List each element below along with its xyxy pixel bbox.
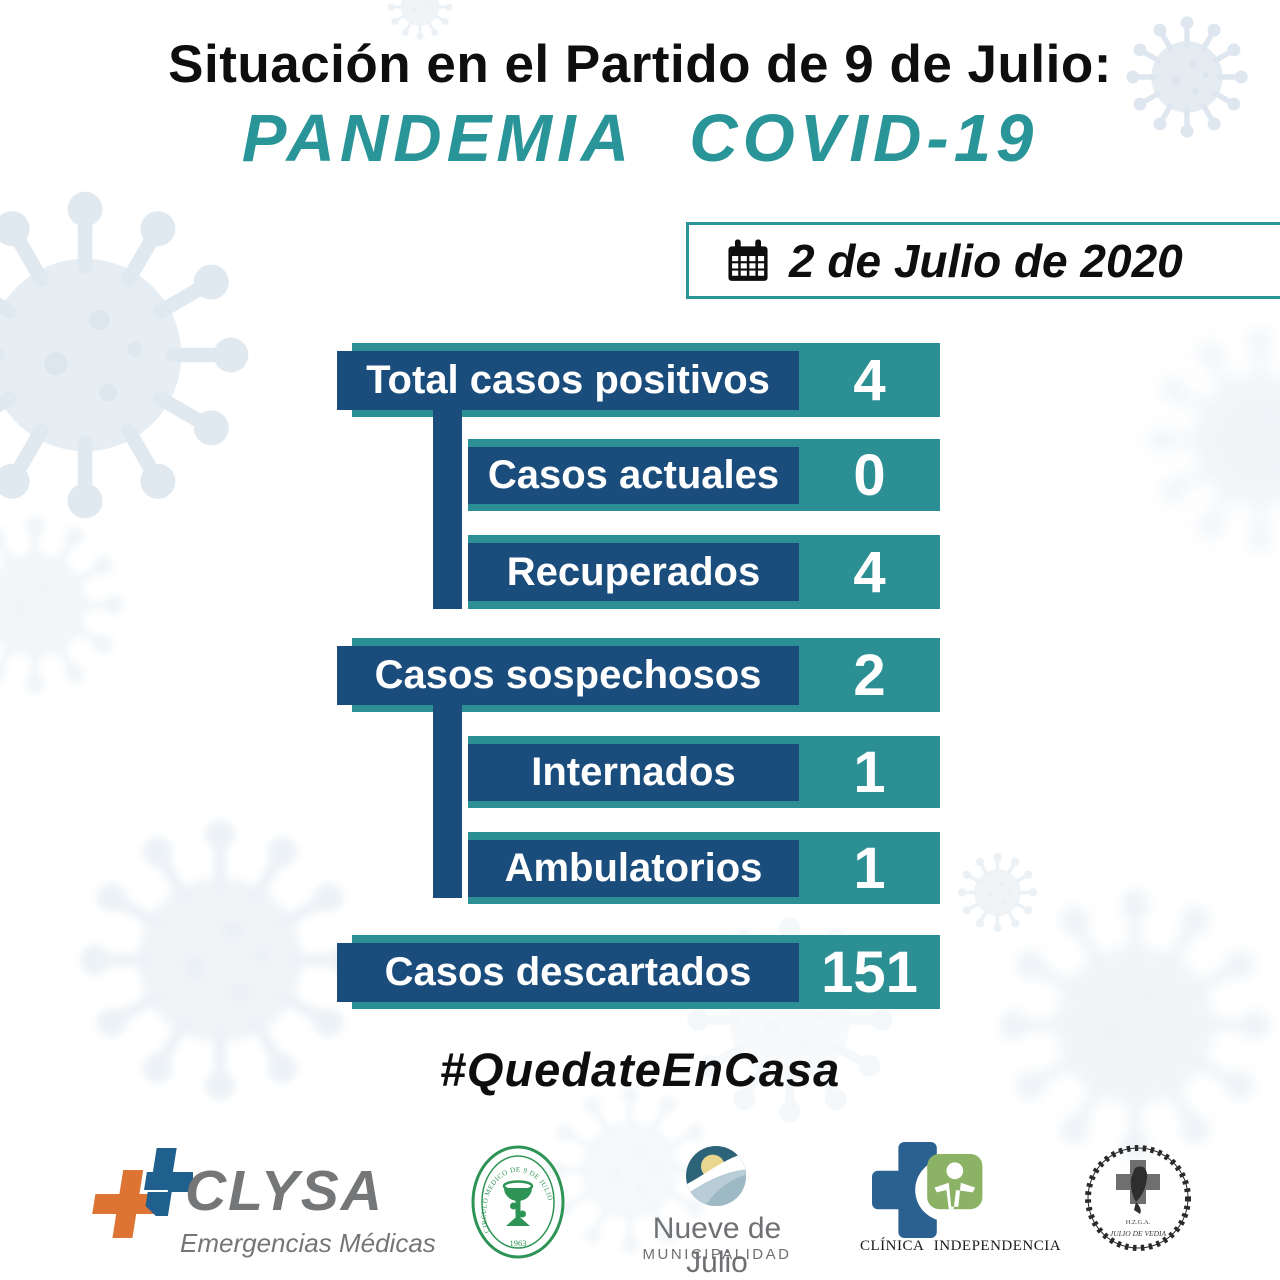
stat-label: Total casos positivos bbox=[337, 351, 799, 410]
date-box: 2 de Julio de 2020 bbox=[686, 222, 1280, 299]
clysa-logo-name: CLYSA bbox=[185, 1159, 384, 1223]
hashtag: #QuedateEnCasa bbox=[439, 1043, 841, 1096]
page-subtitle: PANDEMIA COVID-19 bbox=[241, 101, 1039, 176]
circulo-medico-logo: CIRCULO MEDICO DE 9 DE JULIO 1963 bbox=[471, 1145, 565, 1259]
stat-label: Internados bbox=[468, 744, 799, 801]
stat-value: 4 bbox=[853, 539, 886, 605]
virus-icon bbox=[0, 180, 260, 530]
virus-icon bbox=[1140, 320, 1280, 560]
hospital-emblem-line1: H.Z.G.A. bbox=[1126, 1219, 1151, 1226]
stat-value: 4 bbox=[853, 347, 886, 413]
stat-value: 0 bbox=[853, 442, 886, 508]
calendar-icon bbox=[728, 239, 768, 281]
clinica-independencia-logo-icon bbox=[872, 1142, 983, 1238]
stat-value: 151 bbox=[821, 939, 918, 1005]
stat-label: Casos descartados bbox=[337, 943, 799, 1002]
municipalidad-name: Nueve de Julio bbox=[652, 1212, 782, 1279]
stat-label: Recuperados bbox=[468, 543, 799, 601]
virus-icon bbox=[990, 880, 1280, 1170]
date-text: 2 de Julio de 2020 bbox=[789, 234, 1183, 287]
municipalidad-sub: MUNICIPALIDAD bbox=[642, 1246, 792, 1263]
stat-value: 1 bbox=[853, 835, 886, 901]
circulo-medico-year: 1963 bbox=[510, 1238, 527, 1248]
virus-icon bbox=[0, 510, 130, 700]
page-title: Situación en el Partido de 9 de Julio: bbox=[168, 35, 1112, 94]
stat-value: 2 bbox=[853, 642, 886, 708]
stat-value: 1 bbox=[853, 739, 886, 805]
hospital-emblem-line2: JULIO DE VEDIA bbox=[1110, 1229, 1167, 1238]
connector bbox=[433, 704, 462, 898]
clysa-logo-icon bbox=[87, 1146, 193, 1242]
clysa-logo-tagline: Emergencias Médicas bbox=[180, 1228, 436, 1258]
stat-label: Ambulatorios bbox=[468, 840, 799, 897]
stat-label: Casos actuales bbox=[468, 447, 799, 504]
connector bbox=[433, 409, 462, 609]
clinica-independencia-name: CLÍNICA INDEPENDENCIA bbox=[860, 1238, 1062, 1254]
virus-icon bbox=[956, 851, 1039, 934]
municipalidad-logo-icon bbox=[686, 1146, 746, 1206]
stat-label: Casos sospechosos bbox=[337, 646, 799, 705]
hospital-emblem-logo: H.Z.G.A. JULIO DE VEDIA bbox=[1085, 1145, 1191, 1251]
